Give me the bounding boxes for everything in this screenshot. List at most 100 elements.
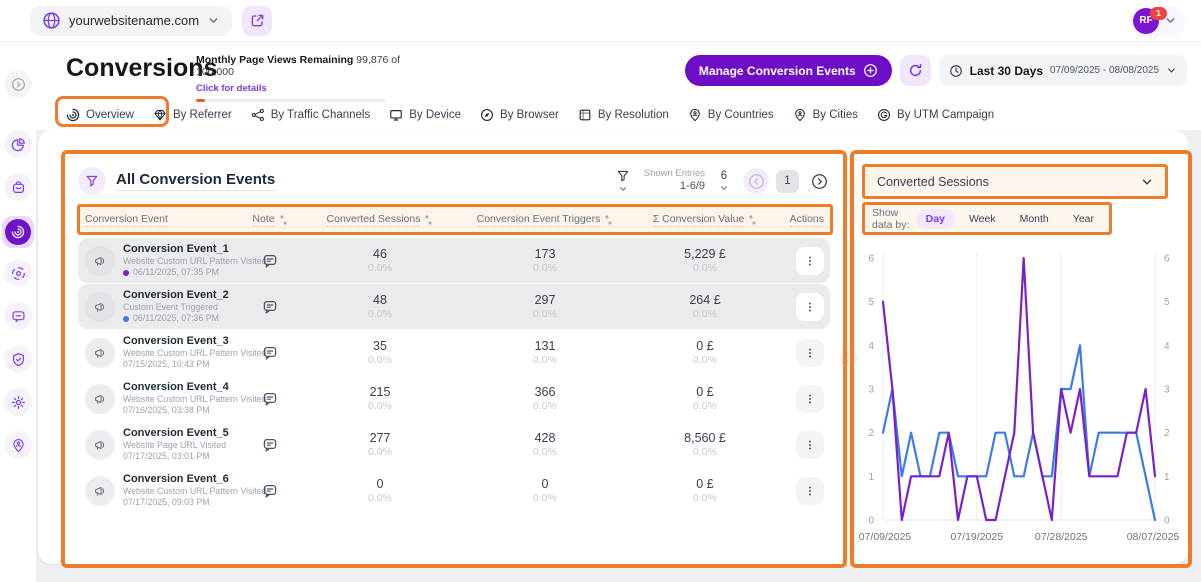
event-name: Conversion Event_5: [123, 426, 229, 439]
column-header-note[interactable]: Note: [235, 213, 305, 227]
gem-icon: [153, 108, 167, 122]
arrow-right-circle-icon: [811, 173, 828, 190]
previous-page-button[interactable]: [743, 168, 769, 194]
column-header-converted-sessions[interactable]: Converted Sessions: [305, 213, 455, 227]
conversion-value-percent: 0.0%: [693, 399, 717, 412]
table-row[interactable]: Conversion Event_6 Website Custom URL Pat…: [78, 468, 830, 513]
note-button[interactable]: [235, 437, 305, 453]
row-actions-button[interactable]: [796, 246, 824, 275]
sidebar-item-target[interactable]: [4, 259, 32, 287]
website-selector[interactable]: yourwebsitename.com: [30, 5, 233, 36]
tab-label: By Resolution: [597, 109, 669, 121]
conversion-value-percent: 0.0%: [693, 307, 717, 320]
conversion-value-cell: 0 £0.0%: [635, 384, 775, 414]
ellipsis-vertical-icon: [804, 393, 816, 405]
note-button[interactable]: [235, 299, 305, 315]
series-color-dot: [123, 315, 129, 322]
megaphone-avatar: [85, 429, 115, 460]
table-row[interactable]: Conversion Event_5 Website Page URL Visit…: [78, 422, 830, 467]
quota-progress-bar: [196, 99, 386, 102]
page-size-value: 6: [720, 169, 728, 182]
tab-by-countries[interactable]: By Countries: [688, 108, 774, 122]
sidebar-item-visitors-location[interactable]: [4, 431, 32, 459]
timestamp-text: 06/11/2025, 07:35 PM: [133, 267, 219, 278]
filter-button[interactable]: [616, 169, 630, 194]
sidebar-item-shield[interactable]: [4, 345, 32, 373]
svg-text:5: 5: [1164, 297, 1170, 308]
tab-label: By Countries: [707, 109, 774, 121]
note-button[interactable]: [235, 483, 305, 499]
tab-overview[interactable]: Overview: [66, 108, 134, 122]
user-menu[interactable]: RF 1: [1130, 4, 1185, 37]
external-link-icon: [250, 13, 265, 28]
metric-dropdown[interactable]: Converted Sessions: [864, 166, 1167, 198]
granularity-day[interactable]: Day: [915, 208, 955, 229]
quota-details-link[interactable]: Click for details: [196, 83, 267, 94]
page-size-selector[interactable]: 6: [719, 170, 729, 193]
event-cell: Conversion Event_2 Custom Event Triggered…: [78, 289, 235, 325]
conversion-value-cell: 264 £0.0%: [635, 292, 775, 322]
tab-by-device[interactable]: By Device: [389, 108, 461, 122]
granularity-week[interactable]: Week: [968, 212, 996, 225]
event-text: Conversion Event_2 Custom Event Triggered…: [123, 289, 229, 325]
tab-by-resolution[interactable]: By Resolution: [578, 108, 669, 122]
note-button[interactable]: [235, 391, 305, 407]
note-button[interactable]: [235, 253, 305, 269]
event-timestamp: 06/11/2025, 07:36 PM: [123, 313, 229, 324]
manage-conversion-events-button[interactable]: Manage Conversion Events: [684, 55, 892, 86]
column-header--conversion-value[interactable]: Σ Conversion Value: [635, 213, 775, 227]
row-actions-button[interactable]: [796, 476, 824, 505]
granularity-month[interactable]: Month: [1019, 212, 1049, 225]
metric-dropdown-value: Converted Sessions: [877, 175, 989, 189]
sort-icon: [748, 214, 757, 226]
sidebar-item-collapse[interactable]: [4, 70, 32, 98]
funnel-icon: [85, 174, 99, 188]
tab-by-browser[interactable]: By Browser: [480, 108, 559, 122]
event-text: Conversion Event_5 Website Page URL Visit…: [123, 427, 229, 463]
event-triggers-cell: 173 0.0%: [455, 246, 635, 276]
svg-text:08/07/2025: 08/07/2025: [1127, 531, 1180, 543]
tab-by-utm-campaign[interactable]: By UTM Campaign: [877, 108, 994, 122]
megaphone-icon: [93, 254, 107, 268]
refresh-button[interactable]: [899, 55, 931, 86]
show-data-by-label: Show data by:: [872, 206, 910, 231]
spiral-icon: [5, 219, 31, 245]
bag-icon: [11, 180, 26, 195]
table-row[interactable]: Conversion Event_2 Custom Event Triggered…: [78, 284, 830, 329]
sidebar-item-conversions[interactable]: [2, 216, 34, 248]
tab-by-traffic-channels[interactable]: By Traffic Channels: [251, 108, 370, 122]
note-button[interactable]: [235, 345, 305, 361]
actions-cell: [775, 476, 830, 505]
column-header-conversion-event-triggers[interactable]: Conversion Event Triggers: [455, 213, 635, 227]
event-timestamp: 07/17/2025, 03:01 PM: [123, 451, 229, 462]
page-number[interactable]: 1: [776, 169, 799, 193]
sidebar-item-shopping-bag[interactable]: [4, 173, 32, 201]
sidebar-item-chat[interactable]: [4, 302, 32, 330]
conversion-value-value: 0 £: [696, 338, 714, 353]
shield-icon: [11, 352, 26, 367]
tab-bar: Overview By Referrer By Traffic Channels By…: [66, 100, 994, 130]
converted-sessions-cell: 277 0.0%: [305, 430, 455, 460]
table-row[interactable]: Conversion Event_1 Website Custom URL Pat…: [78, 238, 830, 283]
pin-person-icon: [793, 108, 807, 122]
pagination: 1: [743, 168, 832, 194]
open-website-button[interactable]: [242, 5, 273, 36]
table-row[interactable]: Conversion Event_3 Website Custom URL Pat…: [78, 330, 830, 375]
table-row[interactable]: Conversion Event_4 Website Custom URL Pat…: [78, 376, 830, 421]
sidebar-item-settings[interactable]: [4, 388, 32, 416]
date-range-selector[interactable]: Last 30 Days 07/09/2025 - 08/08/2025: [938, 55, 1187, 86]
row-actions-button[interactable]: [796, 292, 824, 321]
converted-sessions-value: 0: [376, 476, 384, 491]
tab-by-referrer[interactable]: By Referrer: [153, 108, 232, 122]
granularity-year[interactable]: Year: [1072, 212, 1094, 225]
frame-icon: [578, 108, 592, 122]
tab-by-cities[interactable]: By Cities: [793, 108, 858, 122]
next-page-button[interactable]: [806, 168, 832, 194]
event-text: Conversion Event_3 Website Custom URL Pat…: [123, 335, 267, 371]
row-actions-button[interactable]: [796, 430, 824, 459]
row-actions-button[interactable]: [796, 384, 824, 413]
event-triggers-percent: 0.0%: [533, 261, 557, 274]
sidebar-item-pie-chart[interactable]: [4, 130, 32, 158]
row-actions-button[interactable]: [796, 338, 824, 367]
spiral-icon: [66, 108, 80, 122]
